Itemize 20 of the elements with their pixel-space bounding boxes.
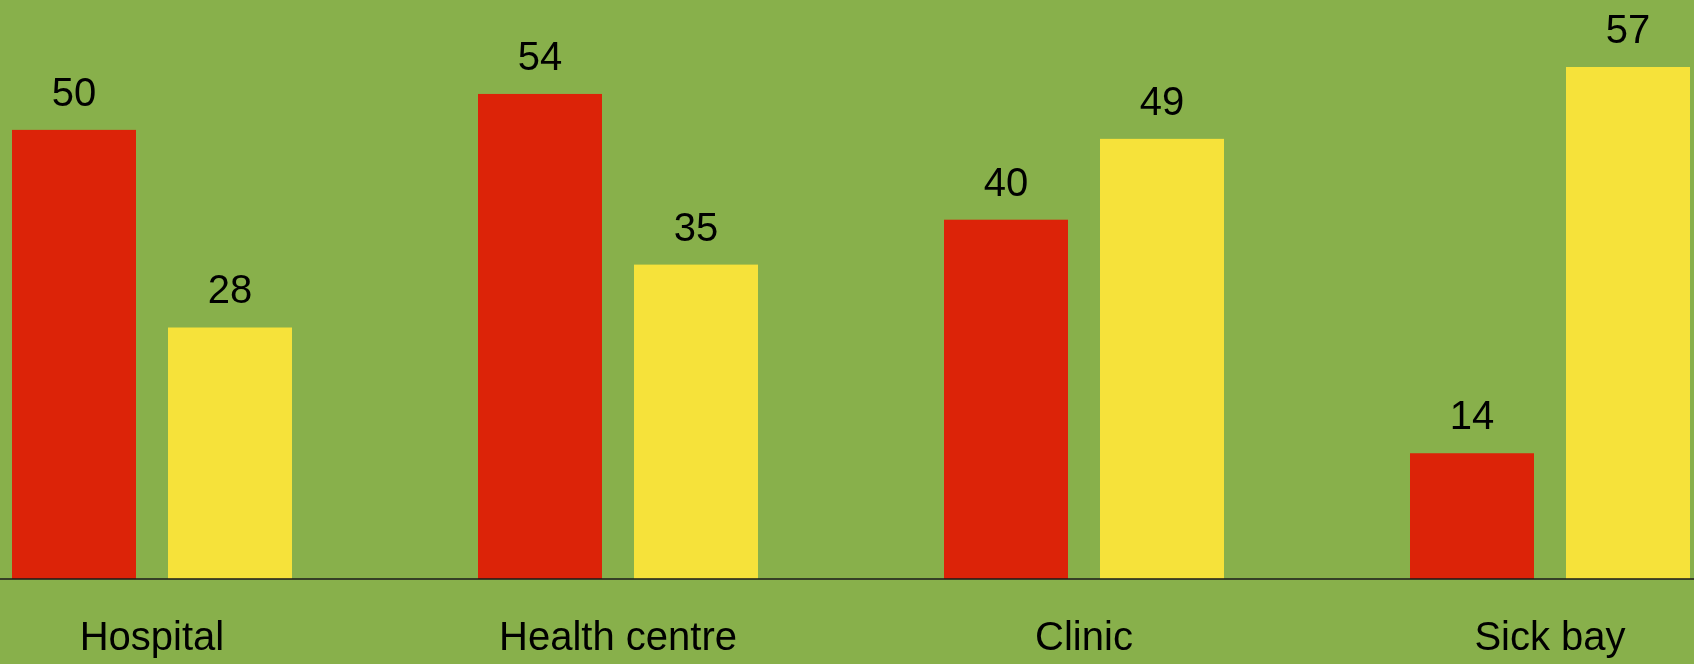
bar: [634, 264, 758, 579]
x-tick-label: Clinic: [1035, 614, 1133, 658]
bar: [168, 327, 292, 579]
data-label: 35: [673, 204, 719, 249]
data-label: 28: [207, 267, 253, 312]
x-tick-label: Hospital: [79, 614, 225, 658]
bar: [1566, 67, 1690, 579]
bar: [944, 219, 1068, 579]
data-label: 49: [1139, 78, 1185, 123]
data-label: 57: [1605, 7, 1651, 51]
x-tick-label: Sick bay: [1474, 614, 1626, 658]
bar: [478, 93, 602, 579]
bar: [12, 129, 136, 579]
x-tick-label: Health centre: [499, 614, 737, 658]
data-label: 54: [517, 33, 563, 78]
bar: [1410, 453, 1534, 579]
data-label: 14: [1449, 393, 1495, 438]
data-label: 40: [983, 159, 1029, 204]
data-label: 50: [51, 69, 97, 114]
bar: [1100, 138, 1224, 579]
